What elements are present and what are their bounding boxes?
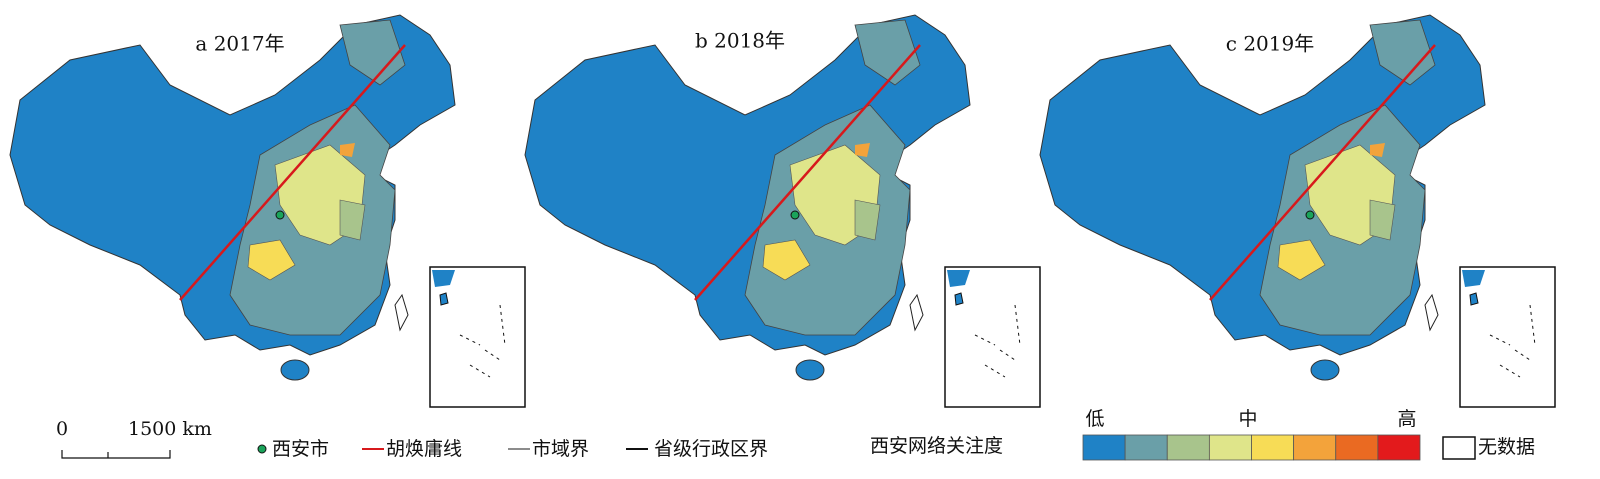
color-ramp [1082, 434, 1421, 461]
legend-label: 无数据 [1478, 436, 1535, 458]
map-panel [10, 15, 525, 407]
ramp-label: 低 [1085, 408, 1104, 430]
ramp-swatch [1251, 434, 1295, 461]
ramp-swatch [1124, 434, 1168, 461]
xian-symbol [257, 444, 267, 454]
ramp-swatch [1082, 434, 1126, 461]
panel-title: c 2019年 [1226, 32, 1314, 56]
legend-title: 西安网络关注度 [870, 435, 1003, 457]
scale-bar: 0 1500 km [56, 418, 212, 459]
map-panel [1040, 15, 1555, 407]
legend-label: 胡焕庸线 [386, 438, 462, 460]
scale-label: 1500 km [128, 418, 212, 440]
ramp-swatch [1208, 434, 1252, 461]
ramp-swatch [1293, 434, 1337, 461]
ramp-label: 高 [1397, 408, 1416, 430]
ramp-swatch [1335, 434, 1379, 461]
scale-label: 0 [56, 418, 68, 440]
ramp-label: 中 [1238, 408, 1257, 430]
ramp-swatch [1166, 434, 1210, 461]
legend-label: 西安市 [272, 438, 329, 460]
legend-label: 市域界 [532, 438, 589, 460]
legend-label: 省级行政区界 [654, 438, 768, 460]
panel-title: a 2017年 [195, 32, 284, 56]
no-data-symbol [1442, 436, 1476, 460]
panel-title: b 2018年 [695, 29, 785, 53]
map-panel [525, 15, 1040, 407]
ramp-swatch [1377, 434, 1421, 461]
